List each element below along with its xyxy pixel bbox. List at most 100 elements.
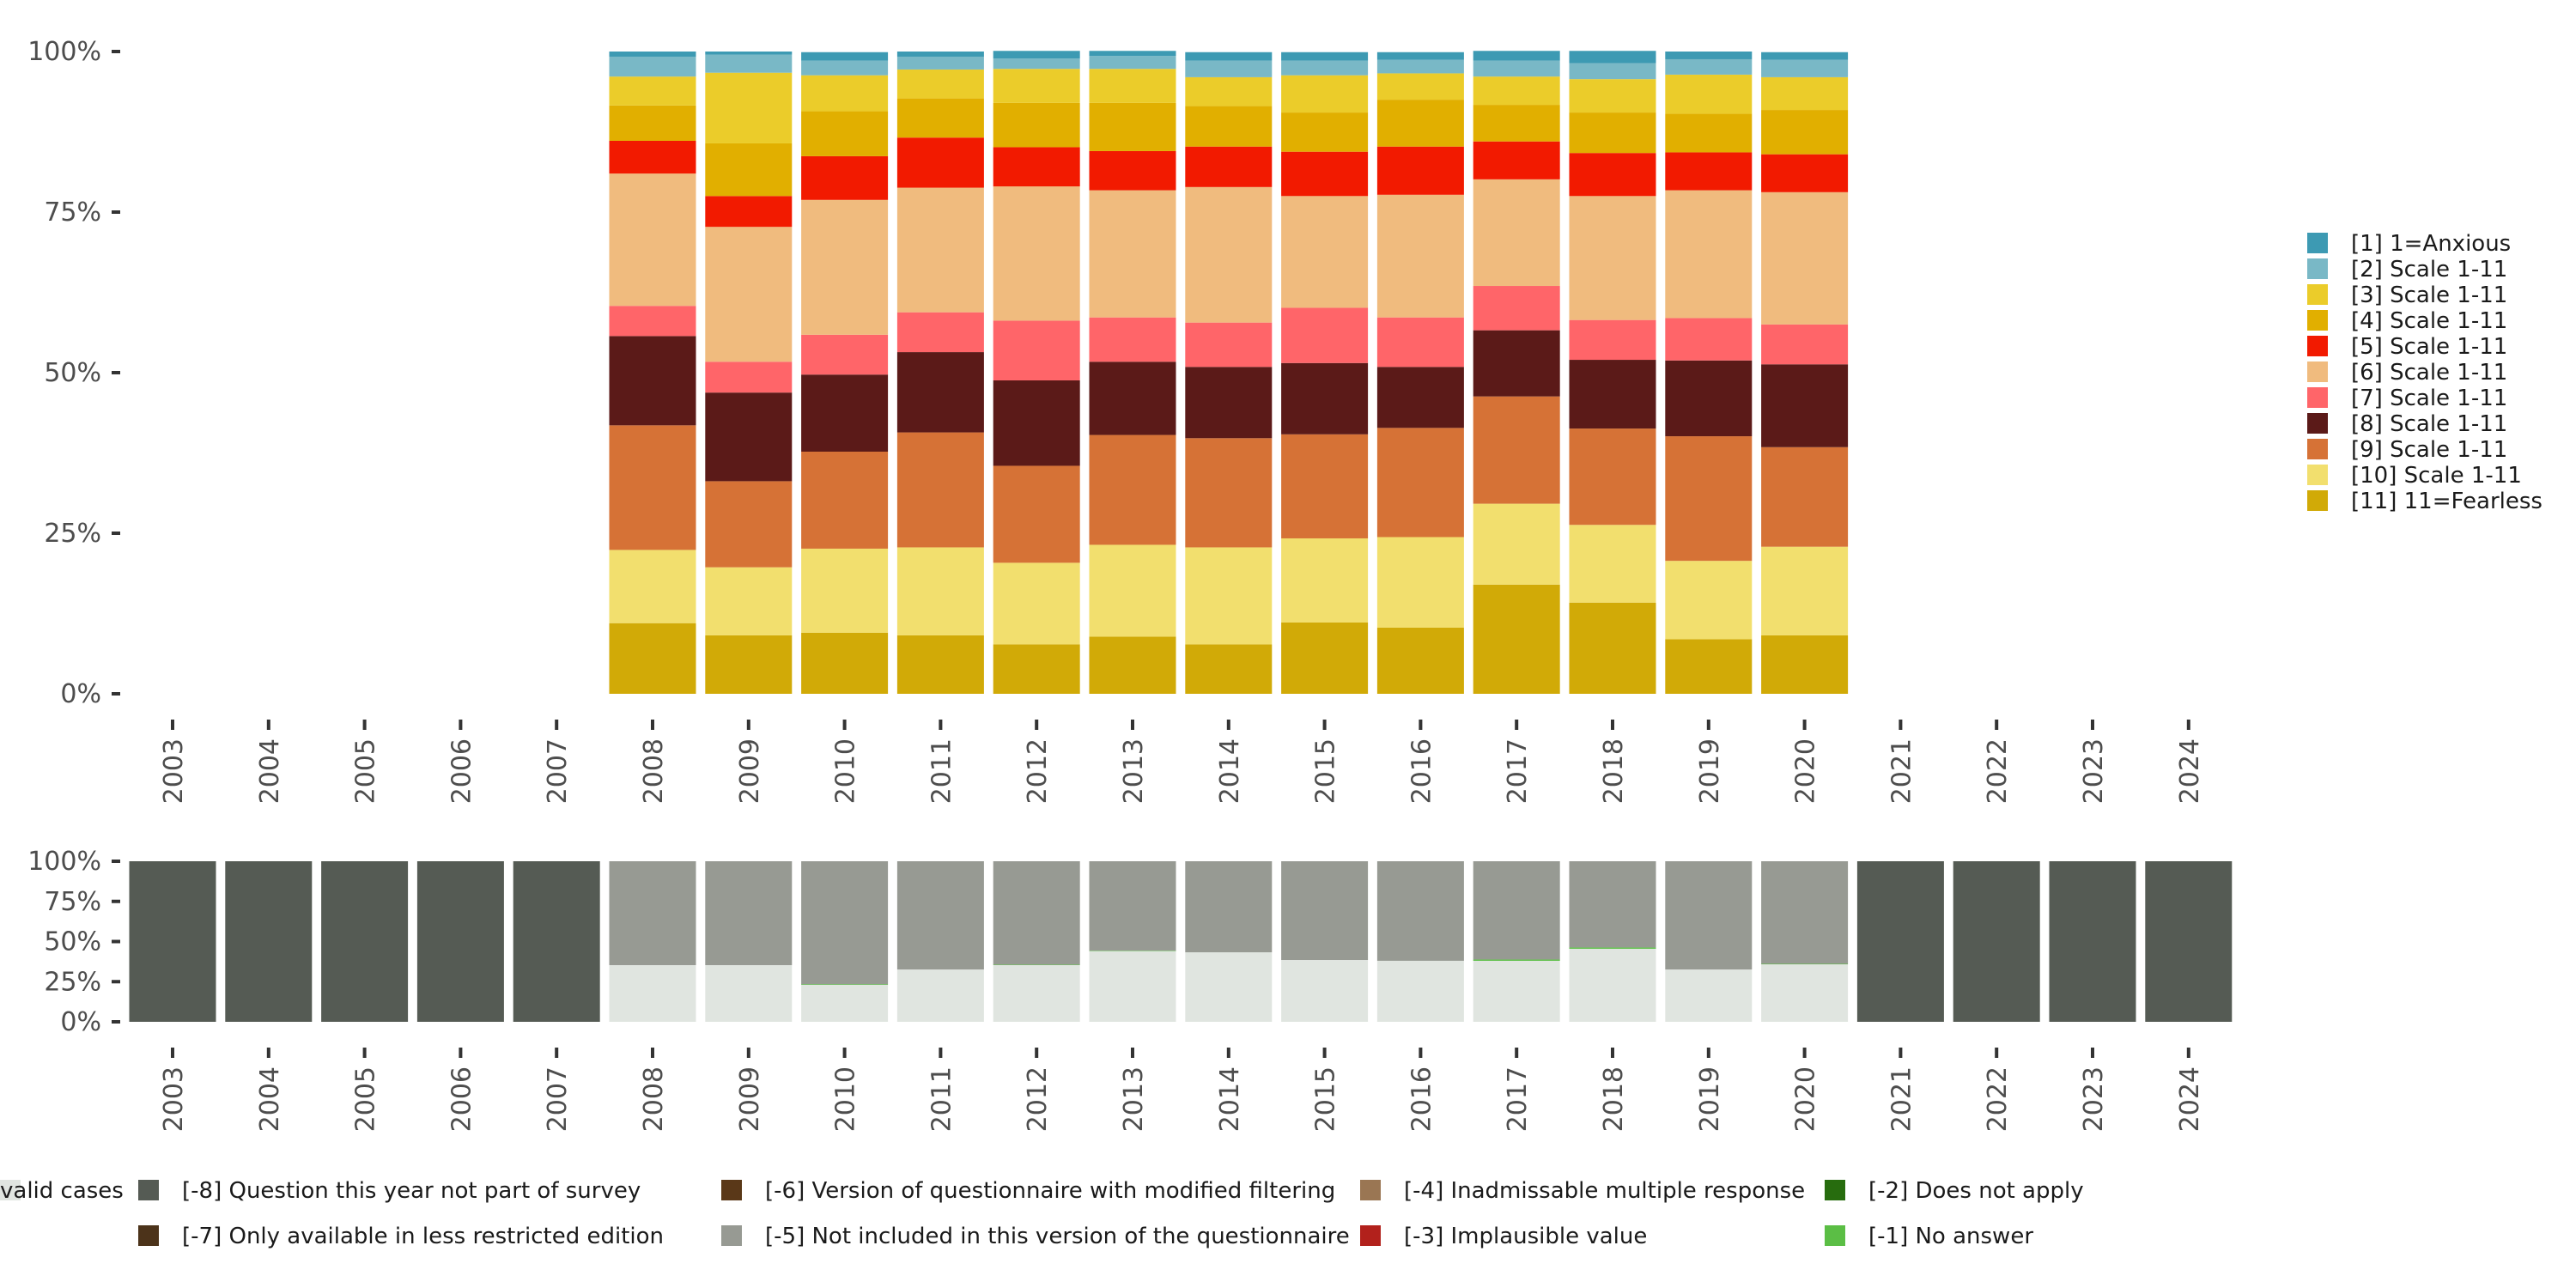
top-bar-segment [1569, 196, 1656, 320]
bottom-bar-segment [1953, 861, 2040, 1022]
bottom-x-tick-mark [2186, 1048, 2190, 1058]
top-bar-segment [1761, 324, 1849, 365]
top-x-tick-mark [746, 720, 750, 730]
legend-label: valid cases [0, 1178, 124, 1204]
bottom-x-tick-mark [171, 1048, 174, 1058]
bottom-x-tick-label: 2009 [735, 1066, 765, 1132]
top-bar-segment [1281, 52, 1369, 61]
top-bar-segment [896, 187, 984, 313]
bottom-x-tick-mark [1995, 1048, 1999, 1058]
top-bar-segment [705, 635, 793, 694]
legend-label: [5] Scale 1-11 [2351, 334, 2507, 360]
top-x-tick-label: 2006 [447, 738, 477, 804]
top-x-tick-mark [1706, 720, 1710, 730]
bottom-bar-segment [1089, 861, 1176, 951]
top-bar-segment [705, 481, 793, 568]
top-bar-segment [993, 465, 1080, 563]
top-bar-segment [801, 334, 889, 375]
top-x-tick-mark [1995, 720, 1999, 730]
top-bar-segment [1376, 52, 1464, 60]
top-y-tick-mark [112, 371, 120, 374]
top-bar-segment [1761, 447, 1849, 547]
bottom-x-tick-label: 2004 [255, 1066, 285, 1132]
bottom-bar-segment [1569, 861, 1656, 948]
top-x-tick-label: 2017 [1503, 738, 1533, 804]
bottom-x-tick-mark [266, 1048, 270, 1058]
top-x-tick-mark [459, 720, 463, 730]
top-x-tick-mark [1035, 720, 1039, 730]
top-y-tick-label: 50% [44, 358, 101, 388]
bottom-bar-segment [609, 964, 696, 1022]
top-bar-segment [1473, 179, 1560, 287]
top-x-tick-label: 2013 [1119, 738, 1149, 804]
top-x-tick-mark [266, 720, 270, 730]
bottom-bar-segment [896, 969, 984, 1022]
bottom-bar-segment [129, 861, 216, 1022]
bottom-x-tick-label: 2023 [2079, 1066, 2109, 1132]
legend-swatch [138, 1180, 159, 1200]
top-x-tick-label: 2009 [735, 738, 765, 804]
legend-swatch [2307, 413, 2328, 434]
top-bar-segment [993, 51, 1080, 59]
top-x-tick-mark [1802, 720, 1807, 730]
top-bar-segment [1569, 63, 1656, 80]
top-bar-segment [1185, 146, 1273, 187]
bottom-bar-segment [993, 861, 1080, 965]
bottom-bar-segment [1473, 861, 1560, 960]
legend-swatch [2307, 233, 2328, 253]
bottom-x-tick-mark [939, 1048, 943, 1058]
bottom-y-tick-label: 25% [44, 967, 101, 997]
top-bar-segment [705, 196, 793, 228]
top-bar-segment [1185, 438, 1273, 548]
top-bar-segment [896, 69, 984, 99]
top-bar-segment [1761, 59, 1849, 77]
top-x-tick-label: 2010 [831, 738, 861, 804]
legend-missing-values: [-8] Question this year not part of surv… [0, 1178, 2084, 1249]
legend-label: [4] Scale 1-11 [2351, 308, 2507, 334]
bottom-bar-segment [1569, 947, 1656, 949]
top-plot-response-distribution: 0% 25% 50% 75% 100% 2003 2004 2005 2006 2007 2008 2… [27, 37, 2205, 804]
bottom-y-tick-mark [112, 860, 120, 863]
top-x-tick-label: 2011 [927, 738, 957, 804]
legend-swatch [2307, 258, 2328, 279]
top-bar-segment [801, 452, 889, 549]
bottom-x-tick-label: 2022 [1983, 1066, 2013, 1132]
top-bar-segment [801, 52, 889, 61]
top-x-tick-label: 2015 [1311, 738, 1341, 804]
top-bar-segment [705, 54, 793, 73]
top-bar-segment [1665, 74, 1753, 114]
legend-swatch [138, 1225, 159, 1246]
top-x-tick-label: 2003 [159, 738, 189, 804]
bottom-x-tick-label: 2021 [1886, 1066, 1917, 1132]
top-x-tick-mark [1419, 720, 1423, 730]
bottom-bar-segment [225, 861, 313, 1022]
top-bar-segment [1569, 319, 1656, 361]
bottom-y-tick-label: 100% [27, 847, 101, 877]
top-x-tick-label: 2008 [639, 738, 669, 804]
top-x-tick-mark [2091, 720, 2094, 730]
top-x-tick-mark [362, 720, 367, 730]
top-x-tick-label: 2024 [2175, 738, 2205, 804]
bottom-bar-segment [1665, 969, 1753, 1022]
top-bar-segment [1473, 286, 1560, 331]
bottom-bar-segment [1376, 861, 1464, 961]
top-bar-segment [896, 52, 984, 57]
legend-swatch [1360, 1225, 1381, 1246]
legend-swatch [2307, 310, 2328, 331]
top-bar-segment [609, 140, 696, 174]
bottom-x-tick-label: 2016 [1406, 1066, 1437, 1132]
top-bar-segment [1089, 56, 1176, 70]
top-bar-segment [1569, 112, 1656, 154]
top-bar-segment [993, 380, 1080, 466]
bottom-bar-segment [1761, 963, 1849, 965]
top-bar-segment [896, 137, 984, 188]
bottom-bar-segment [321, 861, 409, 1022]
bottom-bar-segment [1376, 960, 1464, 1022]
top-bar-segment [1665, 152, 1753, 191]
top-bar-segment [1761, 635, 1849, 694]
top-bar-segment [1281, 434, 1369, 538]
bottom-bar-segment [1473, 959, 1560, 961]
bottom-x-tick-mark [362, 1048, 367, 1058]
top-bar-segment [993, 644, 1080, 694]
top-bar-segment [1473, 330, 1560, 397]
